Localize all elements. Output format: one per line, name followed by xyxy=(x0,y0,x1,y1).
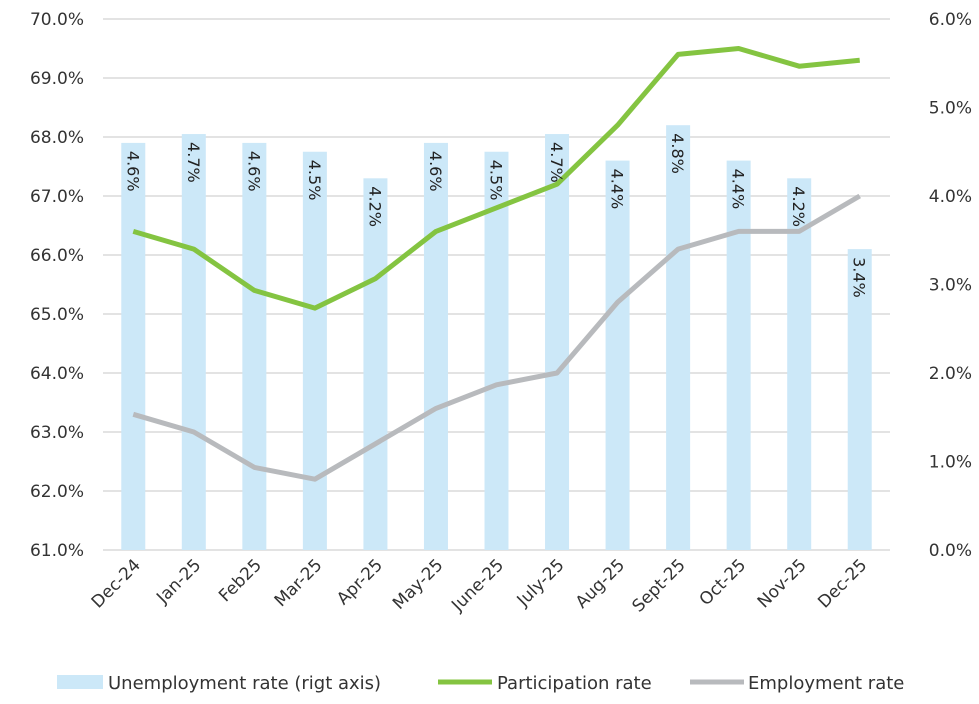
right-axis-tick: 4.0% xyxy=(929,187,972,207)
bar-unemployment xyxy=(605,160,630,550)
x-axis-label: Mar-25 xyxy=(271,555,327,611)
x-axis-label: Dec-25 xyxy=(814,555,871,612)
x-axis-label: Apr-25 xyxy=(333,555,387,609)
bar-unemployment xyxy=(545,134,570,551)
x-axis-label: July-25 xyxy=(513,555,569,611)
x-axis-label: Aug-25 xyxy=(572,555,629,612)
bar-unemployment xyxy=(121,142,146,550)
left-axis-tick: 64.0% xyxy=(30,364,84,384)
right-axis-tick: 2.0% xyxy=(929,364,972,384)
right-axis-tick: 5.0% xyxy=(929,99,972,119)
left-axis-tick: 70.0% xyxy=(30,10,84,30)
left-axis-tick: 67.0% xyxy=(30,187,84,207)
bar-data-label: 4.7% xyxy=(184,142,203,183)
right-axis-tick: 3.0% xyxy=(929,276,972,296)
bar-data-label: 4.6% xyxy=(244,151,263,192)
x-axis-label: Sept-25 xyxy=(628,555,689,616)
bar-data-label: 4.4% xyxy=(729,169,748,210)
bar-unemployment xyxy=(726,160,751,550)
right-axis-tick: 1.0% xyxy=(929,453,972,473)
x-axis-label: Jan-25 xyxy=(152,555,205,608)
legend-label-participation: Participation rate xyxy=(497,673,652,694)
left-axis-tick: 62.0% xyxy=(30,482,84,502)
left-axis-tick: 66.0% xyxy=(30,246,84,266)
bar-unemployment xyxy=(242,142,267,550)
legend-label-unemployment: Unemployment rate (rigt axis) xyxy=(108,673,381,694)
bar-data-label: 4.6% xyxy=(426,151,445,192)
bar-data-label: 4.2% xyxy=(789,186,808,227)
x-axis-label: Oct-25 xyxy=(696,555,751,610)
left-axis-tick: 63.0% xyxy=(30,423,84,443)
bar-data-label: 3.4% xyxy=(850,257,869,298)
bar-data-label: 4.4% xyxy=(608,169,627,210)
x-axis-label: Feb25 xyxy=(215,555,266,606)
right-axis-tick: 6.0% xyxy=(929,10,972,30)
bar-unemployment xyxy=(302,151,327,550)
x-axis-label: May-25 xyxy=(389,555,447,613)
bar-unemployment xyxy=(423,142,448,550)
bar-data-label: 4.8% xyxy=(668,133,687,174)
bar-data-label: 4.2% xyxy=(365,186,384,227)
left-axis-tick: 68.0% xyxy=(30,128,84,148)
bar-unemployment xyxy=(181,134,206,551)
legend-swatch-unemployment xyxy=(57,675,103,689)
bar-data-label: 4.7% xyxy=(547,142,566,183)
bar-data-label: 4.5% xyxy=(487,160,506,201)
left-axis-tick: 61.0% xyxy=(30,541,84,561)
bar-unemployment xyxy=(787,178,812,551)
bar-unemployment xyxy=(484,151,509,550)
bar-unemployment xyxy=(363,178,388,551)
left-axis-tick: 65.0% xyxy=(30,305,84,325)
left-axis-tick: 69.0% xyxy=(30,69,84,89)
x-axis-label: Dec-24 xyxy=(88,555,145,612)
x-axis-label: Nov-25 xyxy=(754,555,811,612)
bar-data-label: 4.6% xyxy=(123,151,142,192)
bar-data-label: 4.5% xyxy=(305,160,324,201)
bar-unemployment xyxy=(847,249,872,550)
right-axis-tick: 0.0% xyxy=(929,541,972,561)
legend-label-employment: Employment rate xyxy=(748,673,904,694)
bar-unemployment xyxy=(666,125,691,550)
x-axis-label: June-25 xyxy=(447,555,508,616)
